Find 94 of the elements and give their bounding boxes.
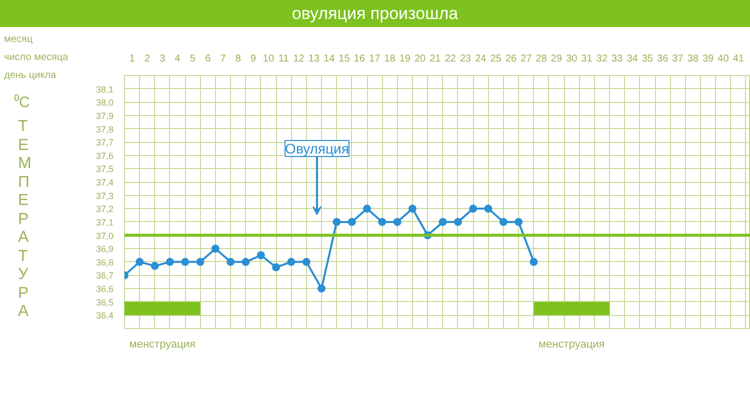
x-tick-label: 26 xyxy=(505,54,518,64)
y-tick-label: 36,6 xyxy=(96,284,114,294)
x-tick-label: 1 xyxy=(129,54,136,64)
point xyxy=(150,262,159,270)
x-tick-label: 14 xyxy=(324,54,336,64)
band-label: менструация xyxy=(538,338,605,350)
point xyxy=(166,258,174,266)
y-tick-label: 37,1 xyxy=(96,217,114,228)
point xyxy=(181,258,190,266)
point xyxy=(393,218,402,226)
x-tick-label: 28 xyxy=(536,54,548,64)
x-tick-label: 20 xyxy=(414,54,426,64)
text: ⁰C xyxy=(14,94,30,111)
annotation: Овуляция xyxy=(285,140,349,156)
y-tick-label: 38,1 xyxy=(96,84,114,94)
x-tick-label: 22 xyxy=(444,54,456,64)
point xyxy=(332,218,341,226)
point xyxy=(469,204,478,213)
y-tick-label: 37,0 xyxy=(96,230,114,241)
x-tick-label: 7 xyxy=(220,54,226,64)
band-label: менструация xyxy=(129,338,196,350)
point xyxy=(136,258,144,266)
y-tick-label: 38,0 xyxy=(96,98,114,108)
point xyxy=(287,258,296,266)
y-tick-label: 37,5 xyxy=(96,164,114,174)
point xyxy=(256,251,265,260)
x-tick-label: 3 xyxy=(160,54,166,64)
point xyxy=(226,258,235,266)
y-tick-label: 37,8 xyxy=(96,124,114,134)
x-tick-label: 30 xyxy=(566,54,578,64)
x-tick-label: 19 xyxy=(399,54,411,64)
x-tick-label: 6 xyxy=(205,54,212,64)
point xyxy=(211,244,220,253)
x-tick-label: 34 xyxy=(626,54,638,64)
x-tick-label: 36 xyxy=(657,54,669,64)
x-tick-label: 25 xyxy=(490,54,502,64)
x-tick-label: 27 xyxy=(520,54,532,64)
x-tick-label: 8 xyxy=(235,54,242,64)
chart-title: овуляция произошла xyxy=(0,0,750,27)
y-tick-label: 37,7 xyxy=(96,138,114,148)
point xyxy=(438,218,447,226)
x-tick-label: 15 xyxy=(338,54,350,64)
x-tick-label: 37 xyxy=(672,54,684,64)
y-tick-label: 37,3 xyxy=(96,190,114,201)
y-tick-label: 36,4 xyxy=(96,310,114,321)
text: ТЕМПЕРАТУРА xyxy=(18,118,32,320)
x-tick-label: 23 xyxy=(460,54,472,64)
point xyxy=(196,258,204,266)
x-tick-label: 31 xyxy=(581,54,593,64)
x-tick-label: 11 xyxy=(278,54,290,64)
x-tick-label: 35 xyxy=(642,54,654,64)
point xyxy=(363,204,372,213)
point xyxy=(378,218,386,226)
y-tick-label: 36,8 xyxy=(96,257,114,268)
x-tick-label: 16 xyxy=(354,54,366,64)
x-tick-label: 4 xyxy=(174,54,181,64)
x-tick-label: 17 xyxy=(369,54,381,64)
point xyxy=(454,218,462,226)
point xyxy=(530,258,538,266)
x-tick-label: 18 xyxy=(384,54,396,64)
x-tick-label: 13 xyxy=(308,54,320,64)
point xyxy=(242,258,250,266)
x-tick-label: 33 xyxy=(612,54,624,64)
x-tick-label: 39 xyxy=(702,54,714,64)
text: день цикла xyxy=(4,70,56,81)
x-tick-label: 5 xyxy=(190,54,196,64)
x-tick-label: 38 xyxy=(687,54,699,64)
y-tick-label: 36,5 xyxy=(96,297,114,308)
x-tick-label: 9 xyxy=(250,54,257,64)
y-tick-label: 36,7 xyxy=(96,270,114,281)
x-axis-title: число месяца xyxy=(4,52,68,63)
point xyxy=(484,204,492,213)
x-tick-label: 21 xyxy=(430,54,442,64)
point xyxy=(514,218,523,226)
y-tick-label: 37,2 xyxy=(96,204,114,214)
point xyxy=(318,284,326,293)
point xyxy=(272,263,280,272)
text: месяц xyxy=(4,34,33,45)
x-tick-label: 29 xyxy=(550,54,562,64)
x-tick-label: 10 xyxy=(262,54,274,64)
x-tick-label: 12 xyxy=(293,54,305,64)
y-tick-label: 37,6 xyxy=(96,150,114,161)
y-tick-label: 37,4 xyxy=(96,178,114,188)
y-tick-label: 37,9 xyxy=(96,110,114,121)
x-tick-label: 24 xyxy=(475,54,487,64)
point xyxy=(348,218,356,226)
x-tick-label: 40 xyxy=(718,54,730,64)
y-tick-label: 36,9 xyxy=(96,244,114,254)
x-tick-label: 32 xyxy=(596,54,608,64)
point xyxy=(499,218,508,226)
x-tick-label: 41 xyxy=(732,54,744,64)
point xyxy=(408,204,416,213)
x-tick-label: 2 xyxy=(144,54,150,64)
point xyxy=(302,258,310,266)
